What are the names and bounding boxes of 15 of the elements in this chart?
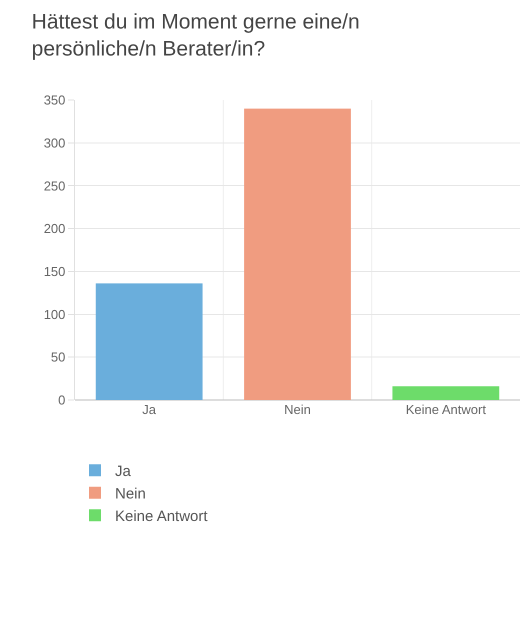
y-tick-label: 200: [44, 221, 66, 236]
x-tick-label: Nein: [284, 402, 311, 417]
x-tick-label: Keine Antwort: [406, 402, 486, 417]
y-tick-label: 300: [44, 135, 66, 150]
x-tick-label: Ja: [142, 402, 157, 417]
legend-label: Ja: [115, 463, 132, 480]
y-tick-label: 0: [58, 392, 66, 408]
y-tick-label: 250: [44, 178, 66, 194]
y-tick-label: 150: [44, 264, 66, 279]
y-tick-label: 100: [44, 306, 66, 322]
y-tick-label: 350: [44, 92, 66, 108]
legend-label: Nein: [115, 486, 146, 503]
chart-title: Hättest du im Moment gerne eine/n persönliche/n Berater/in?: [32, 10, 360, 61]
y-tick-label: 50: [50, 350, 66, 365]
legend-label: Keine Antwort: [115, 508, 208, 526]
